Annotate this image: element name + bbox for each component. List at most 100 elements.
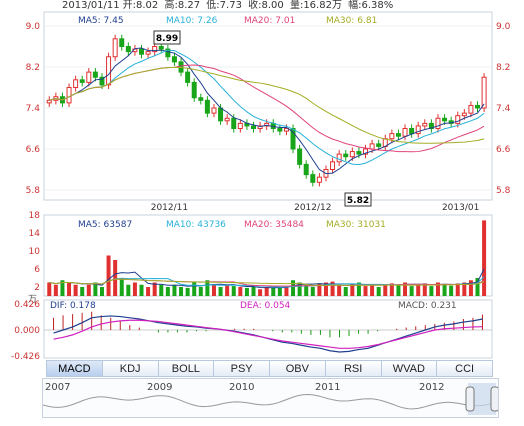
volume-bar — [350, 284, 355, 296]
high-annotation-label: 8.99 — [156, 34, 178, 44]
volume-bar — [442, 284, 447, 296]
candle — [409, 128, 415, 135]
ma-legend-ma30: MA30: 6.81 — [326, 16, 377, 26]
y-tick-label-left: 6.6 — [26, 145, 41, 155]
candle — [435, 117, 441, 129]
tab-cci[interactable]: CCI — [437, 360, 493, 377]
candle — [349, 151, 355, 158]
volume-bar — [146, 287, 151, 296]
timeline-handle[interactable] — [465, 386, 475, 412]
tab-obv[interactable]: OBV — [270, 360, 326, 377]
candle — [191, 81, 197, 99]
volume-bar — [343, 287, 348, 296]
volume-bar — [132, 282, 137, 296]
tab-macd[interactable]: MACD — [46, 360, 103, 377]
volume-bar — [297, 282, 302, 296]
candle — [178, 61, 184, 73]
x-axis-label: 2013/01 — [442, 203, 479, 213]
quote-date: 2013/01/11 — [62, 0, 120, 11]
stock-chart: 9.0 9.0 8.2 8.2 7.4 7.4 6.6 6.6 5.8 5.8 MA5: 7.45 M… — [11, 11, 511, 360]
volume-bar — [211, 284, 216, 296]
volume-bar — [396, 284, 401, 296]
volume-y-tick-label: 6 — [34, 265, 40, 275]
volume-bar — [317, 283, 322, 296]
volume-bar — [80, 287, 85, 296]
volume-bar — [251, 287, 256, 296]
candle — [218, 107, 224, 122]
ma30-line — [49, 66, 485, 144]
volume-bar — [409, 286, 414, 296]
volume-bar — [60, 280, 65, 296]
volume-ma-legend: MA5: 63587 — [78, 220, 132, 230]
candle — [86, 71, 92, 83]
candle — [158, 46, 164, 50]
volume-bar — [403, 282, 408, 296]
volume-bar — [310, 287, 315, 296]
macd-legend: MACD: 0.231 — [398, 301, 457, 311]
timeline-year: 2012 — [419, 382, 445, 393]
volume-bar — [304, 284, 309, 296]
volume-bar — [363, 286, 368, 296]
candle — [389, 133, 395, 140]
tab-psy[interactable]: PSY — [214, 360, 270, 377]
tab-wvad[interactable]: WVAD — [381, 360, 438, 377]
volume-bar — [198, 287, 203, 296]
macd-legend: DEA: 0.054 — [240, 301, 291, 311]
macd-y-tick-label: 0.000 — [14, 326, 40, 336]
timeline-handle[interactable] — [490, 386, 498, 412]
volume-bar — [449, 285, 454, 296]
candle — [46, 99, 52, 104]
volume-bar — [86, 284, 91, 296]
volume-bar — [337, 284, 342, 296]
y-tick-label-right: 5.8 — [496, 186, 511, 196]
volume-bar — [383, 284, 388, 296]
volume-bar — [264, 287, 269, 296]
volume-bar — [271, 287, 276, 296]
y-tick-label-right: 8.2 — [496, 63, 510, 73]
candle — [198, 97, 204, 101]
y-tick-label-left: 9.0 — [26, 22, 41, 32]
candle — [369, 143, 375, 150]
volume-panel-frame — [43, 214, 493, 297]
volume-ma-line — [49, 278, 485, 286]
tab-kdj[interactable]: KDJ — [102, 360, 159, 377]
volume-bar — [258, 289, 263, 296]
volume-y-tick-label: 14 — [29, 229, 41, 239]
macd-y-tick-label: -0.426 — [11, 352, 40, 360]
high-annotation-box — [153, 30, 181, 45]
quote-volume: 量:16.82万 — [289, 0, 342, 11]
timeline-sparkline — [43, 383, 498, 415]
low-annotation-box — [344, 192, 372, 207]
candle — [283, 128, 289, 132]
candle — [99, 76, 105, 86]
volume-bar — [126, 284, 131, 296]
volume-bar — [93, 282, 98, 296]
candle — [297, 148, 303, 165]
macd-legend: DIF: 0.178 — [50, 301, 96, 311]
tab-rsi[interactable]: RSI — [325, 360, 382, 377]
volume-bar — [67, 282, 72, 296]
volume-bar — [416, 284, 421, 296]
volume-bar — [376, 287, 381, 296]
candle — [455, 115, 461, 124]
volume-bar — [244, 287, 249, 296]
volume-y-tick-label: 10 — [29, 247, 41, 257]
volume-bar — [218, 287, 223, 296]
quote-high: 高:8.27 — [164, 0, 201, 11]
volume-ma-legend: MA30: 31031 — [326, 220, 386, 230]
macd-panel-frame — [43, 299, 493, 359]
candle — [251, 125, 257, 129]
candle — [277, 128, 283, 132]
volume-bar — [73, 284, 78, 296]
candle — [92, 71, 98, 78]
y-tick-label-left: 7.4 — [26, 104, 41, 114]
candle — [145, 51, 151, 55]
volume-bar — [238, 287, 243, 296]
volume-bar — [291, 280, 296, 296]
volume-bar — [277, 287, 282, 296]
volume-bar — [225, 284, 230, 296]
timeline-navigator[interactable]: 2007 2009 2010 2011 2012 — [42, 378, 499, 418]
volume-bar — [179, 287, 184, 296]
tab-boll[interactable]: BOLL — [158, 360, 215, 377]
volume-y-tick-label: 18 — [29, 211, 41, 221]
